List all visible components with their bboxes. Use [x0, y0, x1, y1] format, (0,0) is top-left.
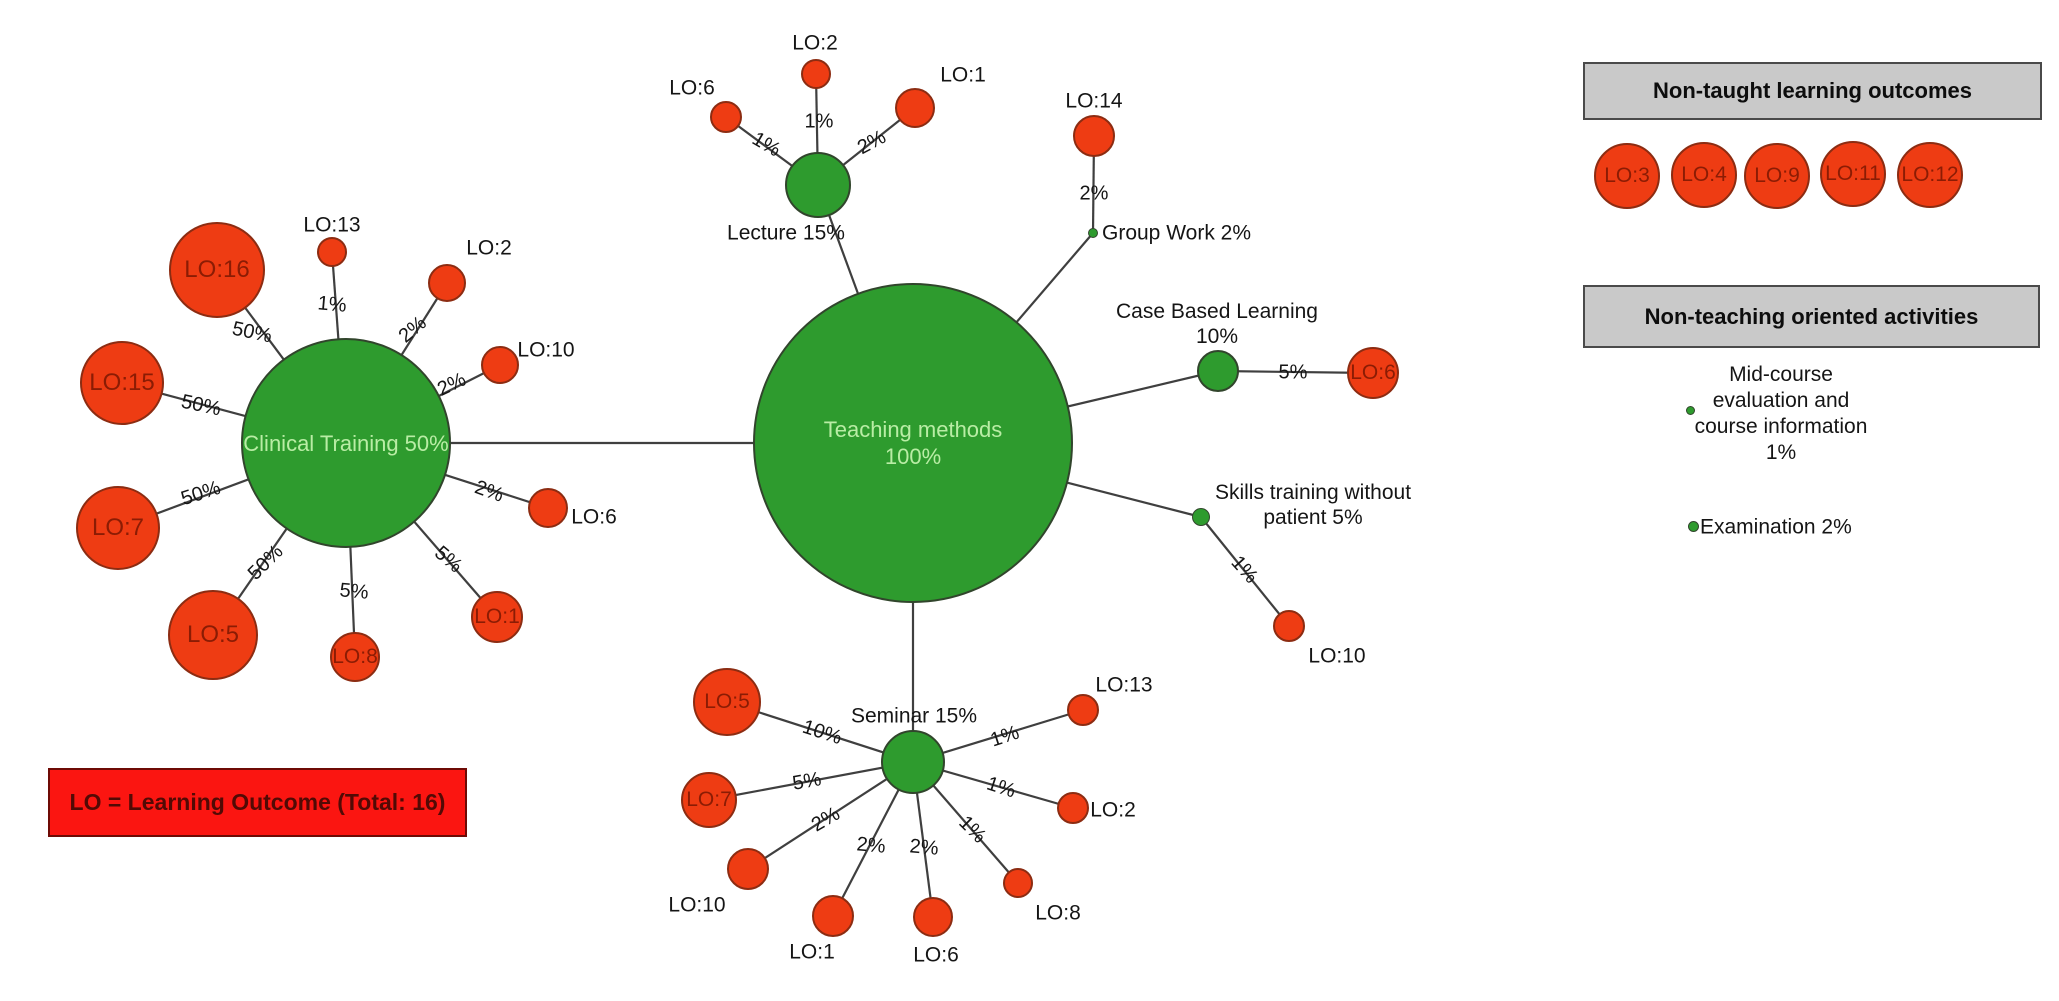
- legend-lo11-label: LO:11: [1825, 162, 1881, 185]
- node-clinical-lo8: LO:8: [330, 632, 380, 682]
- lecture-lo6-label: LO:6: [669, 76, 715, 100]
- legend-lo9-label: LO:9: [1754, 164, 1800, 187]
- legend-non-taught-title: Non-taught learning outcomes: [1653, 78, 1972, 103]
- edge-seminar-lo7: [708, 760, 914, 802]
- node-lecture: [785, 152, 851, 218]
- node-clinical-lo2: [428, 264, 466, 302]
- node-seminar-lo10: [727, 848, 769, 890]
- note-box: LO = Learning Outcome (Total: 16): [48, 768, 467, 837]
- lecture-label: Lecture 15%: [727, 221, 845, 245]
- legend-lo3-label: LO:3: [1604, 164, 1650, 187]
- node-seminar-lo7: LO:7: [681, 772, 737, 828]
- node-skills-training: [1192, 508, 1210, 526]
- seminar-lo6-label: LO:6: [913, 943, 959, 967]
- node-clinical-lo1: LO:1: [471, 591, 523, 643]
- case-based-learning-label: Case Based Learning 10%: [1116, 300, 1318, 348]
- legend-lo12-label: LO:12: [1901, 163, 1959, 186]
- clinical-lo16-label: LO:16: [184, 256, 250, 283]
- node-seminar-lo2: [1057, 792, 1089, 824]
- examination-dot: [1688, 521, 1699, 532]
- lecture-lo1-label: LO:1: [940, 63, 986, 87]
- edge-skills-lo10: [1200, 516, 1290, 627]
- node-seminar-lo6: [913, 897, 953, 937]
- clinical-lo1-label: LO:1: [474, 605, 520, 628]
- midcourse-label: Mid-course evaluation and course informa…: [1694, 363, 1868, 464]
- seminar-lo8-label: LO:8: [1035, 901, 1081, 925]
- clinical-lo6-label: LO:6: [571, 505, 617, 529]
- pct-groupwork-lo14: 2%: [1079, 182, 1109, 205]
- clinical-lo2-label: LO:2: [466, 236, 512, 260]
- clinical-lo15-label: LO:15: [89, 369, 155, 396]
- legend-non-teaching-title: Non-teaching oriented activities: [1644, 303, 1979, 329]
- legend-item-lo11: LO:11: [1820, 141, 1886, 207]
- node-group-work: [1088, 228, 1098, 238]
- seminar-lo5-label: LO:5: [704, 690, 750, 713]
- legend-non-taught-box: Non-taught learning outcomes: [1583, 62, 2042, 120]
- node-groupwork-lo14: [1073, 115, 1115, 157]
- node-skills-lo10: [1273, 610, 1305, 642]
- skills-training-label: Skills training without patient 5%: [1214, 481, 1412, 529]
- node-clinical-lo6: [528, 488, 568, 528]
- pct-seminar-lo6: 2%: [908, 835, 940, 860]
- clinical-lo10-label: LO:10: [517, 338, 575, 362]
- node-clinical-lo13: [317, 237, 347, 267]
- clinical-lo5-label: LO:5: [186, 621, 240, 648]
- pct-seminar-lo1: 2%: [855, 833, 887, 858]
- pct-casebased-lo6: 5%: [1278, 361, 1308, 384]
- clinical-lo7-label: LO:7: [91, 514, 145, 541]
- lecture-lo2-label: LO:2: [792, 31, 838, 55]
- node-teaching-methods: Teaching methods 100%: [753, 283, 1073, 603]
- legend-item-lo9: LO:9: [1744, 143, 1810, 209]
- legend-item-lo4: LO:4: [1671, 142, 1737, 208]
- pct-clinical-lo8: 5%: [338, 579, 370, 604]
- casebased-lo6-label: LO:6: [1350, 361, 1396, 384]
- seminar-lo7-label: LO:7: [686, 788, 732, 811]
- node-seminar-lo1: [812, 895, 854, 937]
- node-clinical-lo5: LO:5: [168, 590, 258, 680]
- legend-lo4-label: LO:4: [1681, 163, 1727, 186]
- pct-seminar-lo7: 5%: [790, 768, 824, 795]
- pct-lecture-lo2: 1%: [804, 110, 834, 133]
- teaching-methods-label: Teaching methods 100%: [823, 417, 1003, 469]
- skills-lo10-label: LO:10: [1308, 644, 1366, 668]
- note-text: LO = Learning Outcome (Total: 16): [69, 789, 446, 815]
- legend-item-lo12: LO:12: [1897, 142, 1963, 208]
- midcourse-dot: [1686, 406, 1695, 415]
- seminar-lo1-label: LO:1: [789, 940, 835, 964]
- examination-label: Examination 2%: [1700, 515, 1852, 539]
- node-clinical-lo10: [481, 346, 519, 384]
- node-lecture-lo1: [895, 88, 935, 128]
- node-seminar-lo13: [1067, 694, 1099, 726]
- node-seminar-lo5: LO:5: [693, 668, 761, 736]
- node-clinical-training: Clinical Training 50%: [241, 338, 451, 548]
- seminar-lo2-label: LO:2: [1090, 798, 1136, 822]
- clinical-training-label: Clinical Training 50%: [243, 430, 449, 456]
- seminar-lo13-label: LO:13: [1095, 673, 1153, 697]
- seminar-lo10-label: LO:10: [668, 893, 726, 917]
- groupwork-lo14-label: LO:14: [1065, 89, 1123, 113]
- clinical-lo8-label: LO:8: [332, 645, 378, 668]
- node-lecture-lo2: [801, 59, 831, 89]
- node-seminar-lo8: [1003, 868, 1033, 898]
- legend-item-lo3: LO:3: [1594, 143, 1660, 209]
- clinical-lo13-label: LO:13: [303, 213, 361, 237]
- node-clinical-lo16: LO:16: [169, 222, 265, 318]
- node-lecture-lo6: [710, 101, 742, 133]
- node-casebased-lo6: LO:6: [1347, 347, 1399, 399]
- seminar-label: Seminar 15%: [850, 704, 978, 728]
- pct-clinical-lo13: 1%: [316, 292, 348, 317]
- node-case-based-learning: [1197, 350, 1239, 392]
- node-clinical-lo15: LO:15: [80, 341, 164, 425]
- group-work-label: Group Work 2%: [1102, 221, 1251, 245]
- node-clinical-lo7: LO:7: [76, 486, 160, 570]
- node-seminar: [881, 730, 945, 794]
- legend-non-teaching-box: Non-teaching oriented activities: [1583, 285, 2040, 348]
